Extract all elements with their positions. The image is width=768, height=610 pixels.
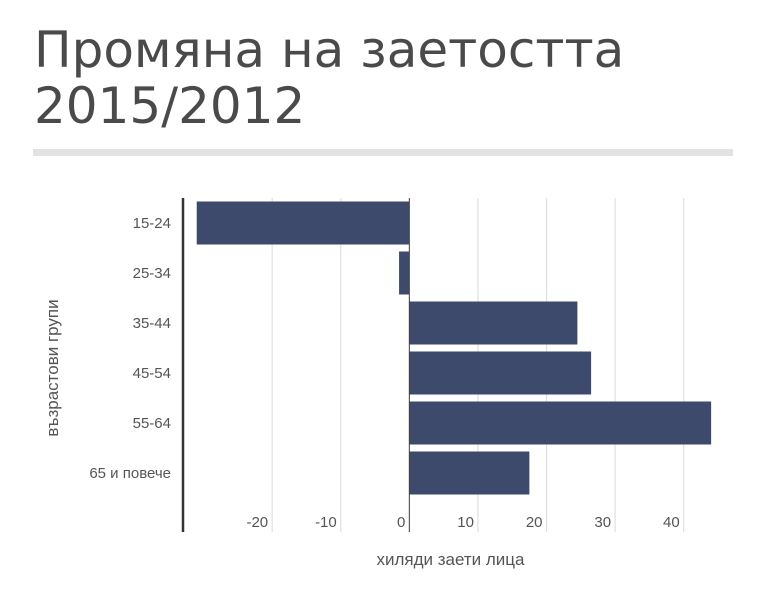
x-tick-labels: -20 -10 0 10 20 30 40	[246, 514, 679, 531]
x-tick-label-6: 40	[663, 514, 680, 531]
bar-4	[409, 401, 712, 445]
chart-title: Промяна на заетостта 2015/2012	[34, 22, 734, 134]
category-labels: 15-24 25-34 35-44 45-54 55-64 65 и повече	[89, 215, 171, 482]
x-axis-label: хиляди заети лица	[376, 550, 525, 569]
category-label-3: 45-54	[133, 365, 171, 382]
x-tick-label-3: 10	[457, 514, 474, 531]
category-label-5: 65 и повече	[89, 465, 171, 482]
x-tick-label-2: 0	[397, 514, 405, 531]
x-tick-label-1: -10	[315, 514, 337, 531]
chart-title-line-1: Промяна на заетостта	[34, 21, 625, 79]
bar-2	[409, 301, 578, 345]
category-label-2: 35-44	[133, 315, 171, 332]
category-label-1: 25-34	[133, 265, 171, 282]
x-tick-label-5: 30	[594, 514, 611, 531]
bar-5	[409, 451, 530, 495]
category-label-4: 55-64	[133, 415, 171, 432]
bar-1	[399, 251, 410, 295]
x-tick-label-0: -20	[246, 514, 268, 531]
bars	[196, 198, 712, 532]
bar-0	[196, 201, 410, 245]
category-label-0: 15-24	[133, 215, 171, 232]
chart-title-line-2: 2015/2012	[34, 77, 306, 135]
title-divider	[33, 149, 733, 156]
x-tick-label-4: 20	[526, 514, 543, 531]
bar-3	[409, 351, 592, 395]
y-axis-label: възрастови групи	[43, 299, 62, 436]
